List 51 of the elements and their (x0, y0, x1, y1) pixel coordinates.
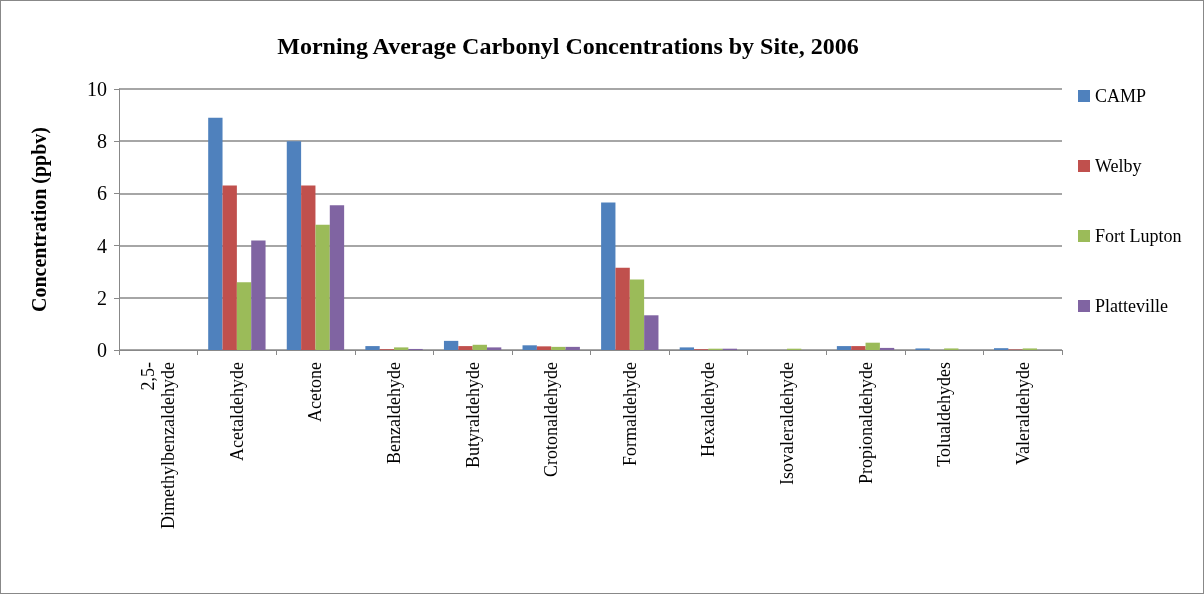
x-tick-label: Valeraldehyde (1012, 362, 1033, 465)
y-tick-label: 0 (97, 339, 107, 361)
chart-title: Morning Average Carbonyl Concentrations by Site, 2006 (277, 33, 859, 59)
legend-label: Fort Lupton (1095, 226, 1182, 246)
legend-label: Welby (1095, 156, 1142, 176)
bar (879, 347, 895, 350)
bar (836, 346, 852, 350)
bar (644, 315, 659, 350)
bar (851, 346, 866, 350)
x-tick-label: Butyraldehyde (462, 362, 483, 468)
bar (458, 346, 473, 350)
x-tick-label: Tolualdehydes (934, 362, 955, 467)
x-tick-label: Propionaldehyde (855, 362, 876, 484)
x-tick-label: Acetaldehyde (226, 362, 247, 461)
y-tick-label: 2 (97, 286, 107, 309)
bar (222, 185, 237, 350)
bar (486, 347, 502, 350)
bar (365, 346, 380, 350)
x-tick-label: Hexaldehyde (698, 362, 719, 457)
bar (551, 346, 566, 350)
bar (522, 345, 537, 350)
bar (536, 346, 552, 350)
x-tick-label: Crotonaldehyde (541, 362, 562, 477)
bar (565, 346, 580, 350)
bar (865, 342, 880, 350)
y-tick-label: 10 (87, 78, 107, 100)
x-tick-label: Formaldehyde (619, 362, 640, 466)
bar (679, 347, 695, 350)
bar (208, 117, 223, 350)
bar (601, 202, 616, 350)
y-tick-label: 6 (97, 182, 107, 205)
legend-label: Platteville (1095, 296, 1168, 316)
bar (251, 240, 266, 350)
legend-label: CAMP (1095, 86, 1147, 106)
bar (301, 185, 316, 350)
bar (315, 224, 330, 350)
x-tick-label: Isovaleraldehyde (776, 362, 797, 485)
bar (629, 279, 645, 350)
bar (394, 347, 409, 350)
y-axis-title: Concentration (ppbv) (28, 126, 51, 313)
y-tick-label: 8 (97, 130, 107, 153)
bar (472, 344, 487, 350)
bar (286, 141, 302, 350)
bar (329, 205, 345, 350)
y-tick-label: 4 (97, 234, 107, 257)
x-tick-label: 2,5- Dimethylbenzaldehyde (138, 362, 179, 529)
bar (443, 340, 459, 350)
x-tick-label: Benzaldehyde (384, 361, 405, 464)
x-tick-label: Acetone (305, 361, 326, 422)
bar (615, 267, 630, 350)
bar (236, 282, 252, 350)
